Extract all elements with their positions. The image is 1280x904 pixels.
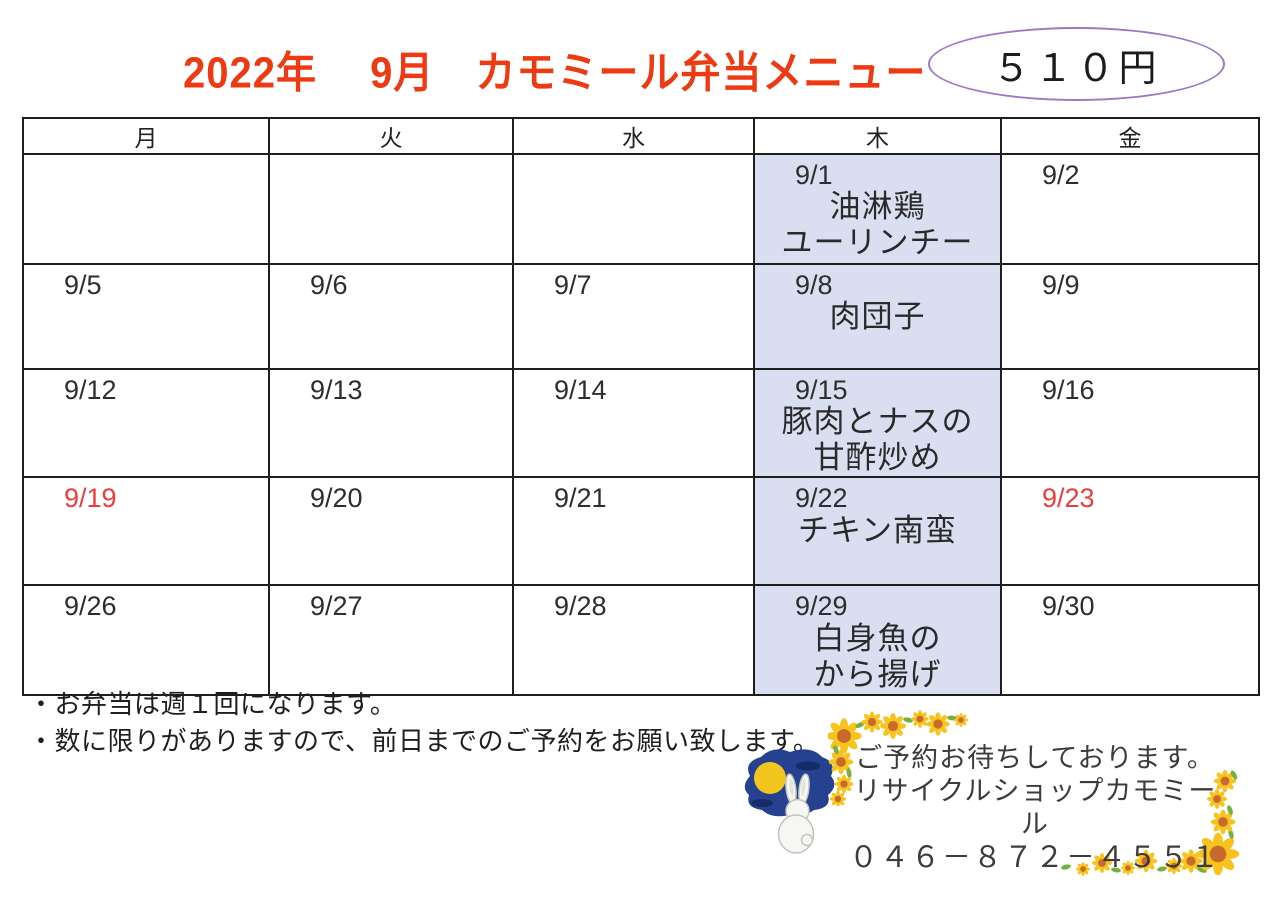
footnotes: ・お弁当は週１回になります。 ・数に限りがありますので、前日までのご予約をお願い… — [28, 686, 819, 760]
date-label: 9/6 — [310, 270, 348, 300]
date-label: 9/13 — [310, 375, 363, 405]
calendar-week-row: 9/5 9/6 9/7 9/8 肉団子 9/9 — [22, 263, 1260, 370]
calendar-week-row: 9/12 9/13 9/14 9/15 豚肉とナスの 甘酢炒め 9/16 — [22, 367, 1260, 479]
date-label: 9/1 — [795, 160, 833, 190]
price-text: ５１０円 — [992, 47, 1161, 90]
calendar-cell: 9/27 — [268, 584, 514, 697]
calendar-cell: 9/20 — [268, 476, 514, 587]
date-label — [514, 155, 753, 161]
contact-block: ご予約お待ちしております。 リサイクルショップカモミール ０４６－８７２－４５５… — [845, 742, 1225, 875]
menu-item: 豚肉とナスの 甘酢炒め — [781, 404, 974, 476]
date-label: 9/28 — [554, 591, 607, 622]
calendar-cell: 9/28 — [512, 584, 755, 697]
calendar-cell: 9/30 — [1000, 584, 1260, 697]
calendar-cell: 9/9 — [1000, 263, 1260, 370]
calendar-cell-thursday: 9/8 肉団子 — [753, 263, 1002, 370]
calendar-cell: 9/19 — [22, 476, 270, 587]
date-label: 9/22 — [795, 483, 848, 514]
date-label: 9/12 — [64, 375, 117, 405]
date-label — [24, 155, 268, 161]
date-label: 9/7 — [554, 270, 592, 300]
calendar-cell: 9/2 — [1000, 153, 1260, 265]
calendar-cell — [268, 153, 514, 265]
calendar-cell: 9/12 — [22, 367, 270, 479]
calendar-cell — [512, 153, 755, 265]
date-label: 9/20 — [310, 483, 363, 514]
menu-item: 油淋鶏 ユーリンチー — [781, 189, 974, 261]
rabbit-moon-illustration — [744, 749, 835, 854]
calendar-cell: 9/16 — [1000, 367, 1260, 479]
menu-item: 白身魚の から揚げ — [813, 620, 942, 692]
calendar-cell: 9/13 — [268, 367, 514, 479]
note-weekly: ・お弁当は週１回になります。 — [28, 689, 397, 719]
date-label: 9/19 — [64, 483, 117, 514]
date-label: 9/9 — [1042, 270, 1080, 300]
date-label: 9/27 — [310, 591, 363, 622]
shop-name: リサイクルショップカモミール — [853, 776, 1217, 839]
weekday-monday: 月 — [22, 117, 270, 155]
date-label: 9/21 — [554, 483, 607, 514]
calendar-cell-thursday: 9/29 白身魚の から揚げ — [753, 584, 1002, 697]
calendar-cell-thursday: 9/22 チキン南蛮 — [753, 476, 1002, 587]
weekday-header-row: 月 火 水 木 金 — [22, 117, 1260, 155]
calendar-cell-thursday: 9/15 豚肉とナスの 甘酢炒め — [753, 367, 1002, 479]
calendar-cell: 9/14 — [512, 367, 755, 479]
weekday-thursday: 木 — [753, 117, 1002, 155]
date-label: 9/23 — [1042, 483, 1095, 514]
calendar-week-row: 9/1 油淋鶏 ユーリンチー 9/2 — [22, 153, 1260, 265]
menu-calendar: 月 火 水 木 金 9/1 油淋鶏 ユーリンチー 9/2 9/5 9/6 9/7 … — [22, 117, 1260, 697]
date-label — [270, 155, 512, 161]
calendar-cell: 9/5 — [22, 263, 270, 370]
calendar-cell: 9/23 — [1000, 476, 1260, 587]
weekday-friday: 金 — [1000, 117, 1260, 155]
date-label: 9/30 — [1042, 591, 1095, 622]
calendar-cell: 9/26 — [22, 584, 270, 697]
page-title: 2022年 9月 カモミール弁当メニュー — [183, 49, 927, 98]
date-label: 9/14 — [554, 375, 607, 405]
price-badge: ５１０円 — [928, 27, 1225, 101]
date-label: 9/15 — [795, 375, 848, 405]
date-label: 9/16 — [1042, 375, 1095, 405]
date-label: 9/5 — [64, 270, 102, 300]
note-reservation: ・数に限りがありますので、前日までのご予約をお願い致します。 — [28, 726, 820, 756]
calendar-cell-thursday: 9/1 油淋鶏 ユーリンチー — [753, 153, 1002, 265]
menu-item: 肉団子 — [829, 299, 926, 335]
calendar-cell: 9/6 — [268, 263, 514, 370]
calendar-week-row: 9/26 9/27 9/28 9/29 白身魚の から揚げ 9/30 — [22, 584, 1260, 697]
calendar-cell — [22, 153, 270, 265]
calendar-cell: 9/7 — [512, 263, 755, 370]
date-label: 9/8 — [795, 270, 833, 300]
date-label: 9/29 — [795, 591, 848, 622]
weekday-tuesday: 火 — [268, 117, 514, 155]
contact-greeting: ご予約お待ちしております。 — [855, 743, 1215, 773]
phone-number: ０４６－８７２－４５５１ — [848, 842, 1221, 874]
date-label: 9/2 — [1042, 160, 1080, 190]
calendar-cell: 9/21 — [512, 476, 755, 587]
calendar-week-row: 9/19 9/20 9/21 9/22 チキン南蛮 9/23 — [22, 476, 1260, 587]
date-label: 9/26 — [64, 591, 117, 622]
menu-item: チキン南蛮 — [797, 512, 958, 548]
weekday-wednesday: 水 — [512, 117, 755, 155]
